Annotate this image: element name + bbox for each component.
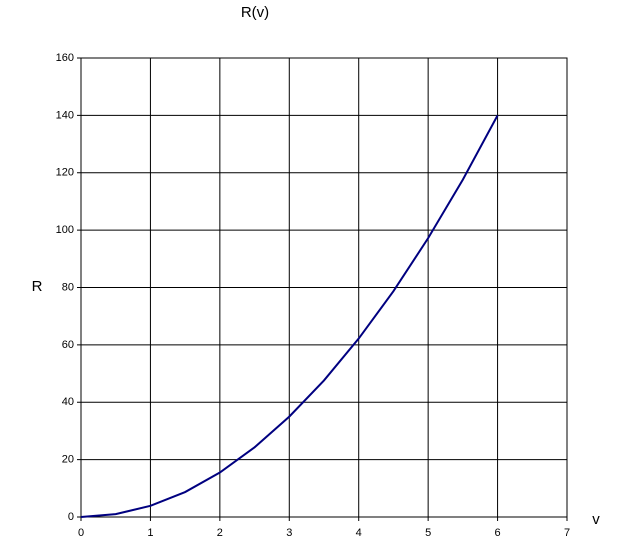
y-tick-label: 120 bbox=[56, 167, 74, 179]
y-tick-label: 160 bbox=[56, 52, 74, 64]
x-tick-label: 2 bbox=[217, 527, 223, 539]
chart-title: R(v) bbox=[241, 4, 269, 21]
y-tick-label: 140 bbox=[56, 109, 74, 121]
y-tick-label: 40 bbox=[62, 396, 74, 408]
y-axis-label: R bbox=[32, 278, 43, 295]
x-tick-label: 3 bbox=[286, 527, 292, 539]
y-tick-label: 80 bbox=[62, 281, 74, 293]
x-tick-label: 6 bbox=[495, 527, 501, 539]
y-tick-label: 100 bbox=[56, 224, 74, 236]
x-axis-label: v bbox=[592, 511, 600, 528]
x-tick-label: 5 bbox=[425, 527, 431, 539]
y-tick-label: 0 bbox=[68, 511, 74, 523]
x-tick-label: 1 bbox=[147, 527, 153, 539]
data-line bbox=[80, 114, 499, 518]
y-tick-label: 20 bbox=[62, 454, 74, 466]
x-tick-label: 4 bbox=[356, 527, 362, 539]
x-tick-label: 7 bbox=[564, 527, 570, 539]
y-tick-label: 60 bbox=[62, 339, 74, 351]
x-tick-label: 0 bbox=[78, 527, 84, 539]
